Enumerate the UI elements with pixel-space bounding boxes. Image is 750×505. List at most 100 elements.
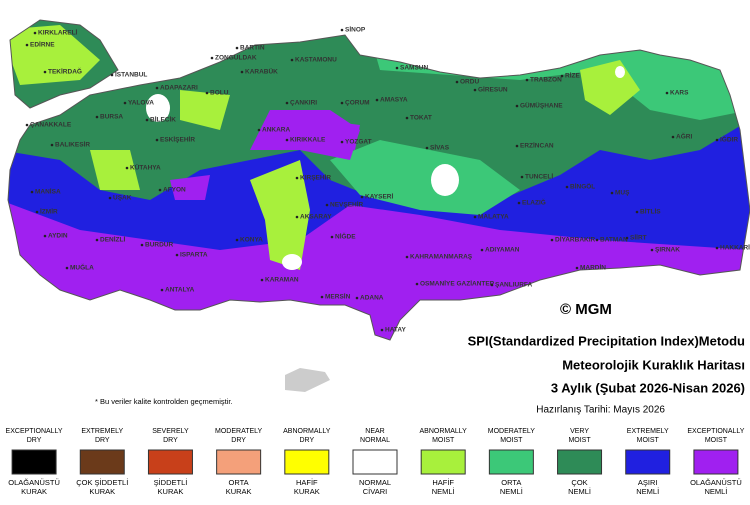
city-dot bbox=[425, 146, 429, 150]
city-label: BATMAN bbox=[600, 237, 628, 244]
legend-label-tr: NEMLİ bbox=[636, 487, 659, 496]
legend-label-tr: OLAĞANÜSTÜ bbox=[690, 478, 742, 487]
legend-label-tr: ORTA bbox=[229, 478, 249, 487]
legend-label-en: ABNORMALLY bbox=[283, 428, 331, 435]
city-label: BOLU bbox=[210, 90, 229, 97]
city-label: KASTAMONU bbox=[295, 57, 337, 64]
city-dot bbox=[285, 138, 289, 142]
city-dot bbox=[320, 295, 324, 299]
legend-swatch bbox=[625, 449, 671, 475]
legend-label-en: DRY bbox=[299, 437, 314, 444]
legend-swatch bbox=[147, 449, 193, 475]
city-dot bbox=[595, 238, 599, 242]
city-dot bbox=[123, 101, 127, 105]
city-label: BİTLİS bbox=[640, 208, 661, 216]
city-dot bbox=[43, 70, 47, 74]
city-dot bbox=[550, 238, 554, 242]
city-label: AĞRI bbox=[676, 132, 692, 141]
city-label: GİRESUN bbox=[478, 86, 508, 94]
city-label: UŞAK bbox=[113, 195, 132, 202]
city-label: SAMSUN bbox=[400, 65, 428, 72]
legend-label-tr: KURAK bbox=[158, 487, 184, 496]
city-dot bbox=[415, 282, 419, 286]
city-label: MUŞ bbox=[615, 190, 630, 197]
city-label: ADIYAMAN bbox=[485, 247, 520, 254]
city-label: BİNGÖL bbox=[570, 182, 595, 191]
legend-label-en: DRY bbox=[95, 437, 110, 444]
city-label: EDİRNE bbox=[30, 41, 55, 49]
city-label: YALOVA bbox=[128, 100, 154, 107]
legend-swatch bbox=[557, 449, 603, 475]
city-dot bbox=[240, 70, 244, 74]
city-dot bbox=[175, 253, 179, 257]
legend-label-tr: ÇOK ŞİDDETLİ bbox=[76, 478, 128, 487]
border bbox=[7, 19, 750, 341]
city-label: ÇORUM bbox=[345, 100, 370, 107]
legend-label-en: DRY bbox=[163, 437, 178, 444]
city-dot bbox=[515, 104, 519, 108]
city-label: ŞANLIURFA bbox=[495, 282, 533, 289]
legend-label-en: NEAR bbox=[365, 428, 384, 435]
legend-label-en: NORMAL bbox=[360, 437, 390, 444]
city-dot bbox=[635, 210, 639, 214]
legend-label-tr: KURAK bbox=[294, 487, 320, 496]
city-label: BURDUR bbox=[145, 242, 173, 249]
legend-label-en: MOIST bbox=[637, 437, 660, 444]
city-label: AMASYA bbox=[380, 97, 408, 104]
city-dot bbox=[380, 328, 384, 332]
city-label: HAKKARİ bbox=[720, 244, 750, 252]
city-dot bbox=[95, 115, 99, 119]
city-label: BURSA bbox=[100, 114, 123, 121]
city-dot bbox=[340, 140, 344, 144]
city-label: ANTALYA bbox=[165, 287, 195, 294]
city-dot bbox=[43, 234, 47, 238]
city-labels: KIRKLARELİ EDİRNE TEKİRDAĞ İSTANBUL BARTIN ZO… bbox=[25, 26, 750, 334]
city-dot bbox=[155, 138, 159, 142]
city-dot bbox=[235, 46, 239, 50]
legend-label-en: ABNORMALLY bbox=[420, 428, 468, 435]
city-label: TEKİRDAĞ bbox=[48, 67, 82, 76]
city-label: TUNCELİ bbox=[525, 173, 553, 181]
city-label: KONYA bbox=[240, 237, 263, 244]
city-dot bbox=[405, 255, 409, 259]
legend: EXCEPTIONALLYDRYOLAĞANÜSTÜKURAKEXTREMELY… bbox=[6, 428, 745, 496]
city-label: BARTIN bbox=[240, 45, 265, 52]
legend-label-tr: KURAK bbox=[21, 487, 47, 496]
city-label: ŞIRNAK bbox=[655, 247, 680, 254]
city-label: KIRŞEHİR bbox=[300, 174, 331, 182]
legend-label-en: EXCEPTIONALLY bbox=[687, 428, 744, 435]
legend-swatch bbox=[216, 449, 262, 475]
city-label: NİĞDE bbox=[335, 232, 356, 241]
city-label: AKSARAY bbox=[300, 214, 332, 221]
city-dot bbox=[625, 236, 629, 240]
city-dot bbox=[490, 283, 494, 287]
city-dot bbox=[110, 73, 114, 77]
city-label: HATAY bbox=[385, 327, 406, 334]
period: 3 Aylık (Şubat 2026-Nisan 2026) bbox=[551, 380, 745, 395]
city-label: MALATYA bbox=[478, 214, 509, 221]
legend-label-en: VERY bbox=[570, 428, 589, 435]
city-label: KIRIKKALE bbox=[290, 137, 326, 144]
city-label: MERSİN bbox=[325, 293, 351, 301]
legend-label-tr: NEMLİ bbox=[704, 487, 727, 496]
legend-label-tr: KURAK bbox=[226, 487, 252, 496]
city-label: NEVŞEHİR bbox=[330, 201, 364, 209]
legend-swatch bbox=[420, 449, 466, 475]
legend-swatch bbox=[284, 449, 330, 475]
city-label: KÜTAHYA bbox=[130, 163, 161, 172]
city-dot bbox=[665, 91, 669, 95]
note: * Bu veriler kalite kontrolden geçmemişt… bbox=[95, 397, 233, 406]
city-dot bbox=[455, 80, 459, 84]
city-dot bbox=[108, 196, 112, 200]
city-label: OSMANİYE GAZİANTEP bbox=[420, 280, 495, 288]
city-label: ADANA bbox=[360, 295, 384, 302]
city-dot bbox=[515, 144, 519, 148]
city-dot bbox=[650, 248, 654, 252]
city-dot bbox=[330, 235, 334, 239]
city-dot bbox=[260, 278, 264, 282]
city-dot bbox=[473, 88, 477, 92]
city-dot bbox=[295, 176, 299, 180]
title: SPI(Standardized Precipitation Index)Met… bbox=[468, 333, 745, 348]
city-dot bbox=[295, 215, 299, 219]
city-label: DENİZLİ bbox=[100, 236, 125, 244]
